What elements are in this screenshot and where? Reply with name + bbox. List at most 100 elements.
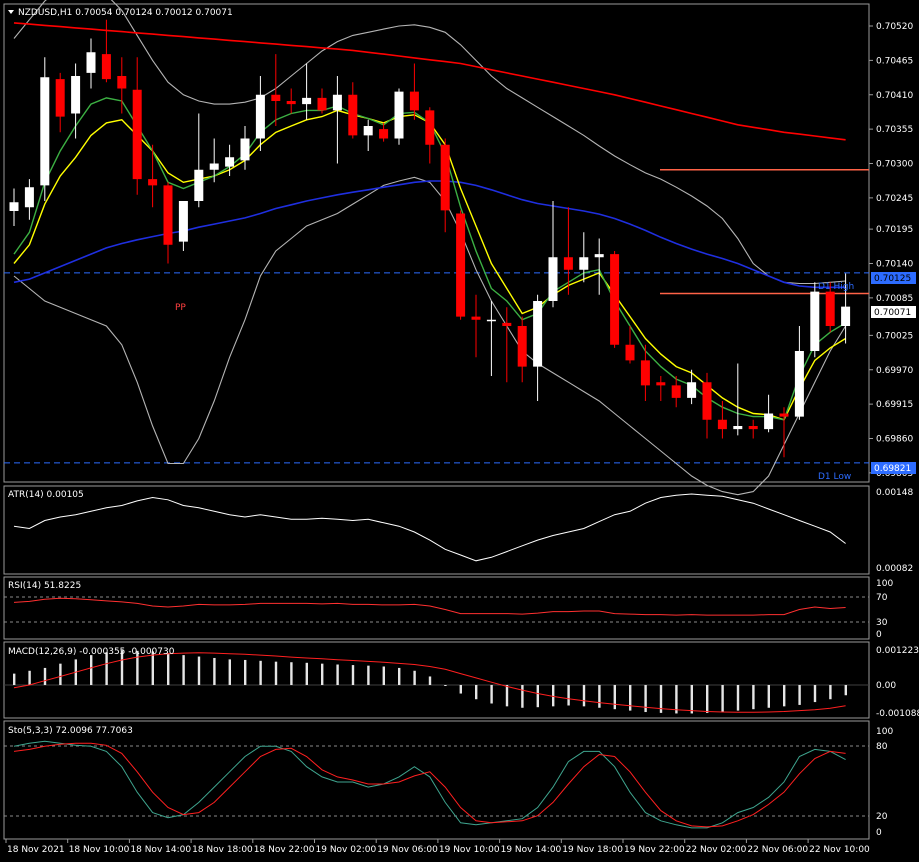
macd-histogram-bar — [321, 663, 324, 685]
moving-average-slow-line — [13, 22, 846, 141]
macd-header: MACD(12,26,9) -0.000355 -0.000730 — [8, 647, 175, 657]
time-axis-label: 19 Nov 10:00 — [439, 845, 500, 855]
candle-body — [194, 169, 204, 201]
macd-signal-line — [13, 652, 846, 713]
macd-axis-tick: 0.00 — [876, 681, 896, 691]
rsi-axis-tick: 70 — [876, 593, 888, 603]
candle-body — [101, 54, 111, 80]
macd-histogram-bar — [844, 685, 847, 696]
macd-histogram-bar — [197, 656, 201, 685]
macd-histogram-bar — [536, 685, 539, 708]
candle-body — [625, 344, 635, 361]
macd-histogram-bar — [736, 685, 740, 711]
macd-histogram-bar — [675, 685, 678, 714]
candle-body — [240, 138, 250, 161]
candle-body — [440, 144, 450, 211]
candle-body — [764, 413, 774, 430]
macd-histogram-bar — [475, 685, 478, 700]
macd-histogram-bar — [721, 685, 724, 713]
macd-histogram-bar — [90, 655, 93, 685]
price-axis-tick: 0.70410 — [876, 91, 913, 101]
d1-high-tag: 0.70125 — [874, 274, 911, 284]
candle-body — [117, 76, 127, 89]
macd-histogram-bar — [120, 650, 124, 685]
levels-layer — [4, 169, 869, 464]
candle-body — [9, 202, 19, 211]
sto-header: Sto(5,3,3) 72.0096 77.7063 — [8, 726, 133, 736]
macd-histogram-bar — [351, 665, 355, 685]
candle-body — [24, 187, 34, 208]
price-axis-tick: 0.70520 — [876, 22, 913, 32]
macd-histogram-bar — [28, 670, 31, 685]
macd-histogram-bar — [182, 655, 185, 685]
candle-body — [733, 426, 743, 430]
macd-histogram-bar — [459, 685, 462, 694]
chart-menu-triangle-icon[interactable] — [8, 10, 14, 14]
candle-body — [409, 91, 419, 111]
time-axis-label: 19 Nov 18:00 — [562, 845, 623, 855]
price-pane-frame — [3, 3, 870, 483]
candle-body — [533, 301, 543, 367]
macd-histogram-bar — [336, 664, 339, 685]
candle-body — [579, 257, 589, 270]
sto-pane-frame — [3, 720, 870, 840]
sto-axis-tick: 100 — [876, 727, 893, 737]
macd-histogram-bar — [444, 685, 447, 686]
bollinger-lower-line — [13, 176, 847, 496]
d1-low-tag-box — [871, 462, 916, 474]
d1-low-label: D1 Low — [818, 472, 851, 482]
macd-histogram-bar — [43, 667, 47, 685]
time-axis-label: 18 Nov 10:00 — [69, 845, 130, 855]
candle-body — [563, 257, 573, 270]
candle-body — [640, 360, 650, 386]
candle-body — [332, 94, 342, 111]
time-axis-label: 19 Nov 02:00 — [316, 845, 377, 855]
macd-histogram-bar — [59, 663, 62, 685]
candle-body — [717, 419, 727, 430]
candle-body — [671, 385, 681, 398]
price-axis-tick: 0.70245 — [876, 194, 913, 204]
candle-body — [363, 126, 373, 136]
subwindow-layer — [13, 493, 847, 829]
candle-body — [687, 382, 697, 398]
time-axis-label: 22 Nov 10:00 — [809, 845, 870, 855]
rsi-axis-tick: 0 — [876, 630, 882, 640]
candle-body — [825, 291, 835, 326]
time-axis-label: 19 Nov 22:00 — [624, 845, 685, 855]
price-axis-tick: 0.70465 — [876, 56, 913, 66]
price-axis-tick: 0.69915 — [876, 400, 913, 410]
macd-histogram-bar — [290, 662, 293, 685]
macd-histogram-bar — [167, 653, 170, 685]
candle-body — [794, 351, 804, 417]
candle-body — [486, 319, 496, 322]
time-axis-label: 18 Nov 2021 — [7, 845, 65, 855]
price-axis-tick: 0.69860 — [876, 435, 913, 445]
macd-histogram-bar — [752, 685, 755, 710]
candle-body — [225, 157, 235, 167]
atr-line — [13, 493, 846, 562]
macd-histogram-bar — [598, 685, 601, 708]
candles-layer — [9, 19, 851, 458]
price-axis-tick: 0.69970 — [876, 366, 913, 376]
macd-histogram-bar — [552, 685, 555, 707]
time-axis-label: 19 Nov 14:00 — [501, 845, 562, 855]
pivot-label: PP — [175, 303, 186, 313]
macd-histogram-bar — [613, 685, 616, 710]
macd-axis-tick: -0.001088 — [876, 709, 919, 719]
candle-body — [163, 185, 173, 245]
candle-body — [302, 97, 312, 105]
price-axis-tick: 0.70025 — [876, 331, 913, 341]
macd-histogram-bar — [259, 660, 262, 685]
bollinger-upper-line — [13, 0, 846, 285]
macd-histogram-bar — [521, 685, 524, 708]
moving-average-mid-line — [13, 180, 846, 289]
price-tag: 0.70071 — [874, 308, 911, 318]
price-axis-tick: 0.70195 — [876, 225, 913, 235]
candle-body — [471, 316, 481, 320]
candle-body — [317, 97, 327, 111]
macd-histogram-bar — [367, 665, 370, 685]
atr-pane-frame — [3, 485, 870, 575]
macd-histogram-bar — [398, 667, 401, 685]
price-tag-box — [871, 306, 916, 318]
